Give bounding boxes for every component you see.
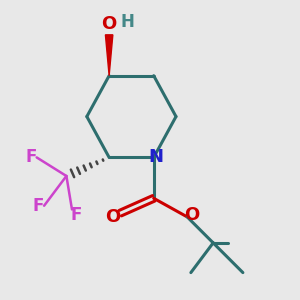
Text: H: H (121, 13, 135, 31)
Text: O: O (101, 15, 117, 33)
Text: N: N (148, 148, 163, 166)
Text: O: O (184, 206, 199, 224)
Polygon shape (105, 35, 113, 76)
Text: O: O (105, 208, 121, 226)
Text: F: F (70, 206, 81, 224)
Text: F: F (33, 197, 44, 215)
Text: F: F (26, 148, 37, 166)
